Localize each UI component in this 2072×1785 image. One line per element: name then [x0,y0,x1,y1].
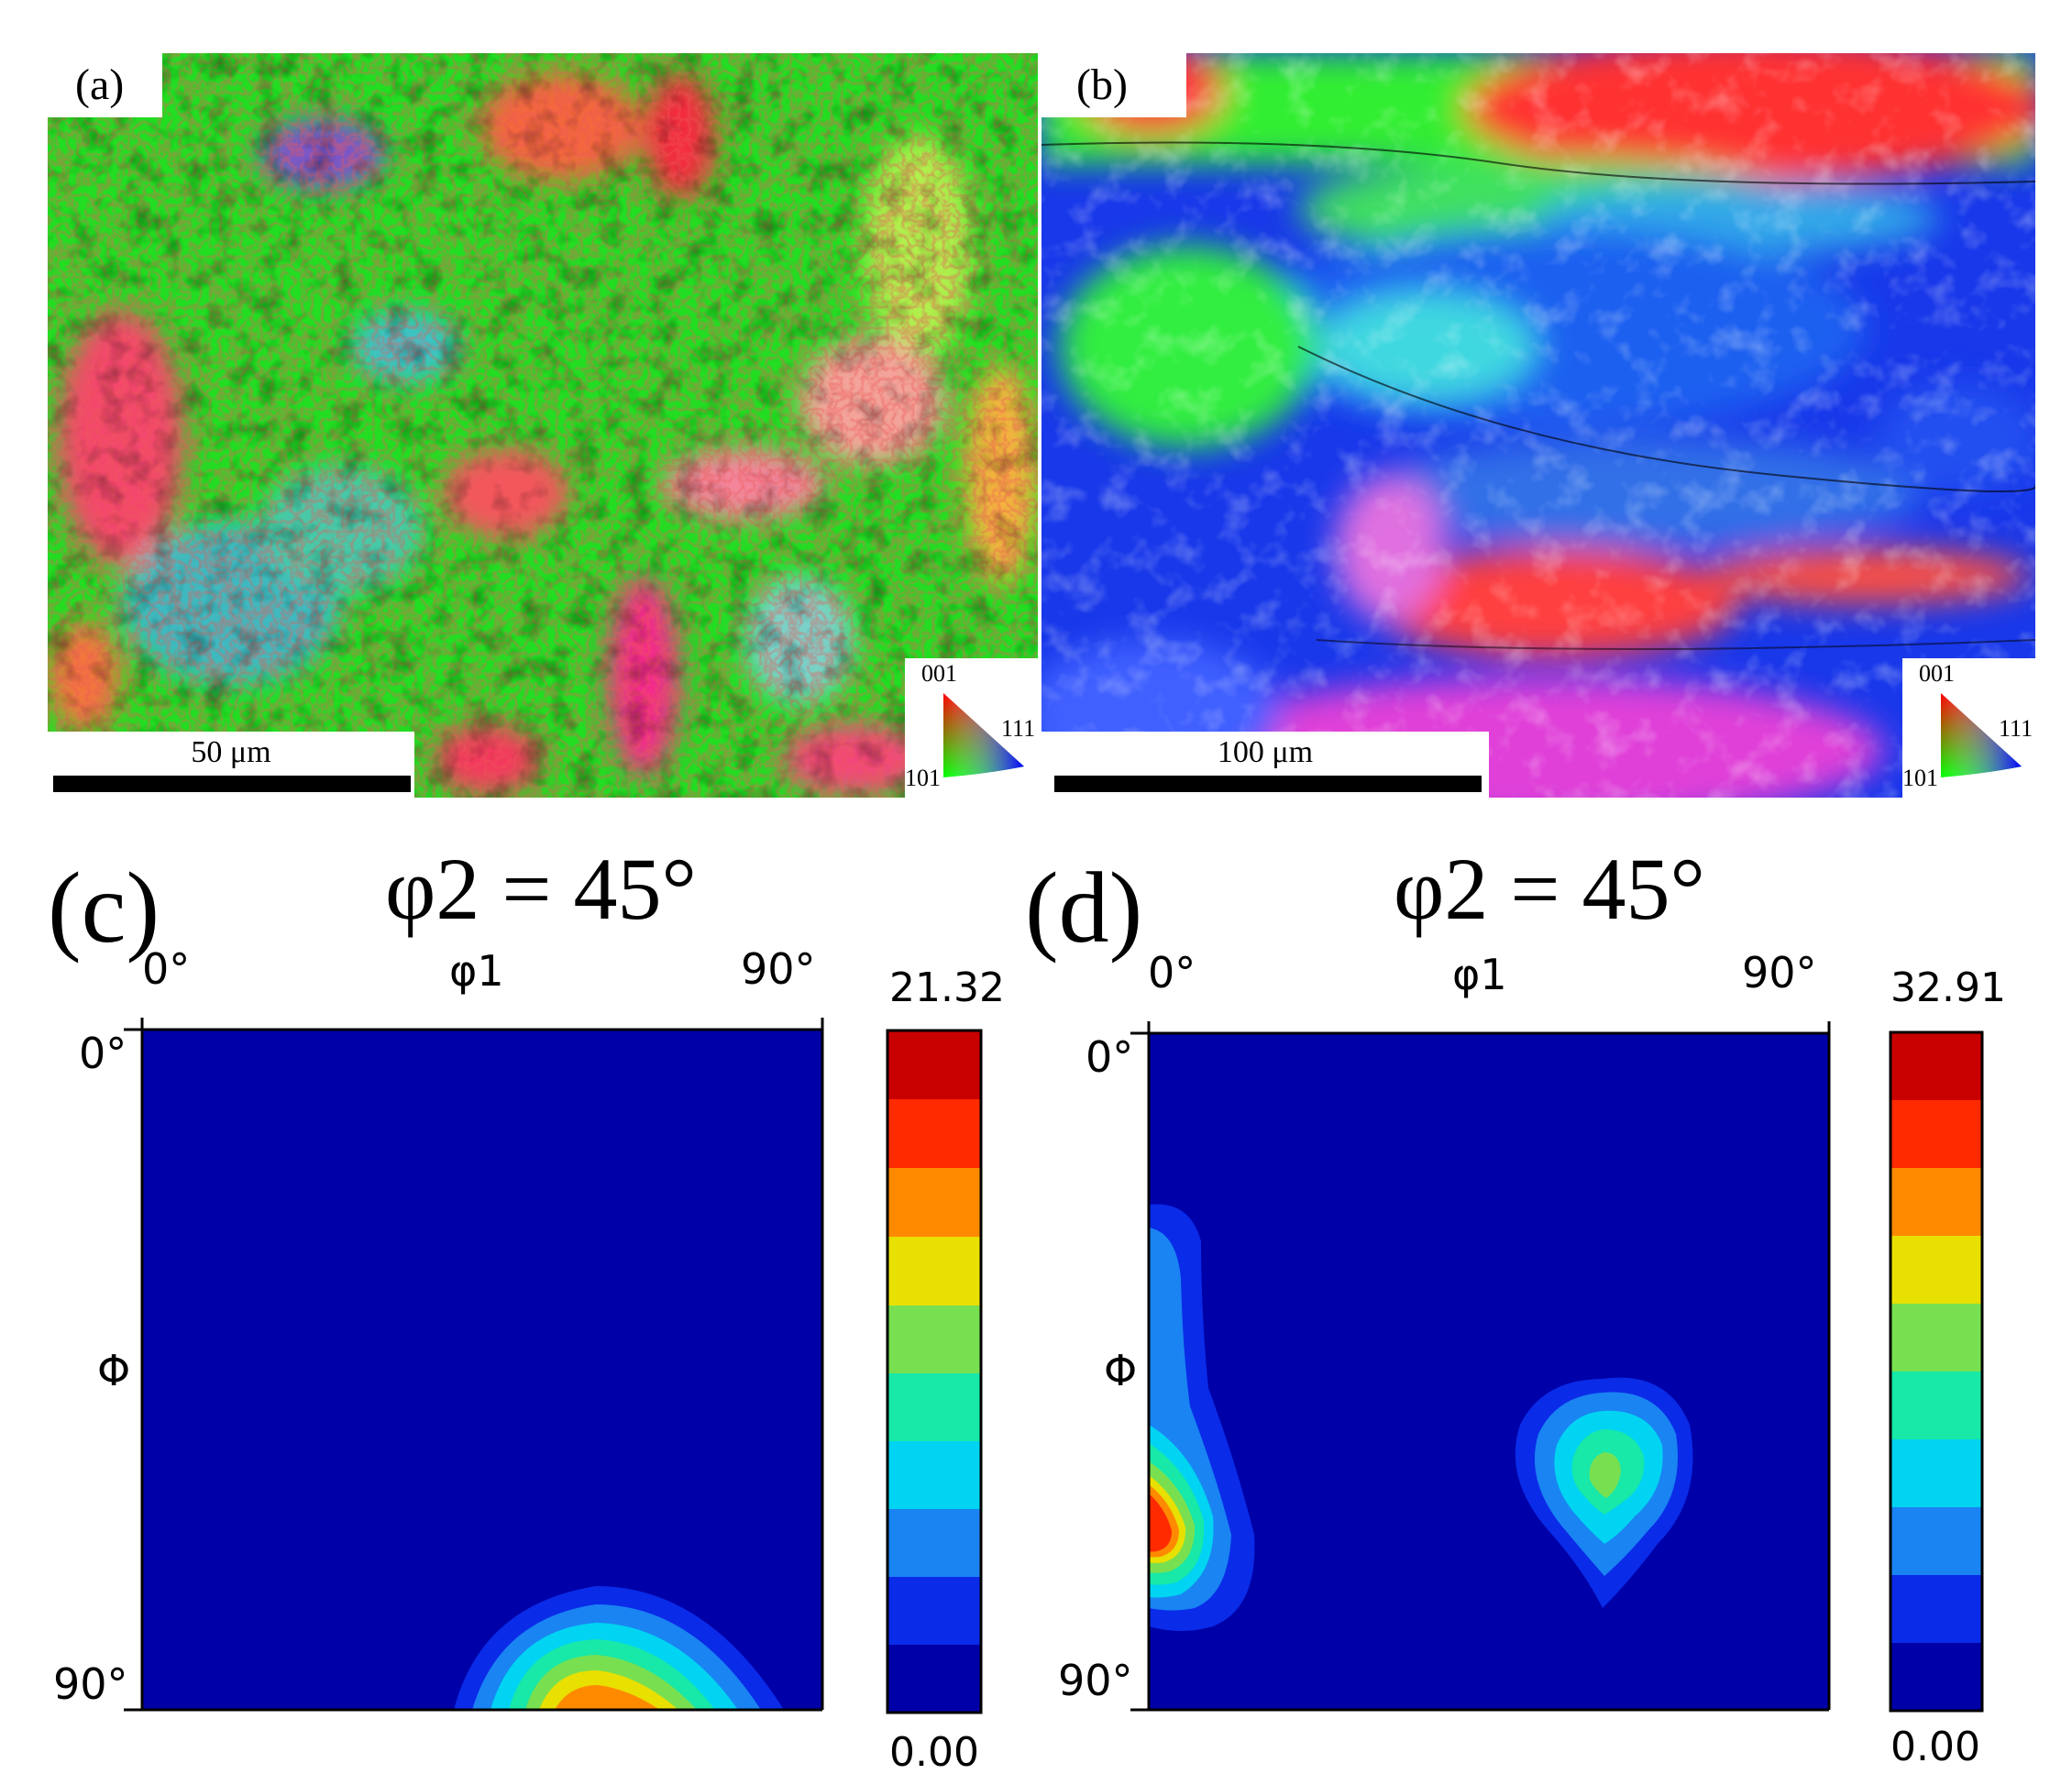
scale-bar-label-b: 100 μm [1217,735,1314,769]
odf-plot-d [1130,1021,1831,1712]
panel-label-d: (d) [1025,852,1143,964]
ipf-label-101-b: 101 [1902,765,1938,791]
colorbar-bands-d [1890,1032,1982,1711]
odf-contour-center-d [1515,1377,1693,1608]
colorbar-max-c: 21.32 [889,964,1005,1011]
ipf-orientation-map-a [48,53,1038,798]
panel-label-c: (c) [48,852,160,964]
odf-plot-area-c [142,1030,822,1710]
ipf-label-001-a: 001 [921,660,957,687]
odf-axes-c [124,1018,824,1712]
colorbar-d [1889,1030,1984,1713]
scale-bar-box-a: 50 μm [48,732,414,798]
ipf-label-111-a: 111 [1001,715,1036,742]
odf-contour-left-d [1149,1204,1255,1631]
odf-title-c: φ2 = 45° [385,840,697,938]
ipf-label-101-a: 101 [905,765,941,791]
ipf-legend-a: 001 111 101 [905,658,1038,798]
scale-bar-label-a: 50 μm [191,735,271,769]
y-tick-start-d: 0° [1086,1032,1134,1082]
scale-bar-a [53,776,411,792]
ipf-orientation-map-b [1042,53,2035,798]
panel-label-b: (b) [1042,53,1186,117]
x-tick-start-d: 0° [1148,948,1196,997]
x-tick-start-c: 0° [142,944,191,994]
y-axis-label-d: Φ [1104,1346,1138,1395]
ebsd-map-b: (b) 100 μm 001 111 101 [1042,53,2035,798]
colorbar-c [886,1029,983,1714]
ipf-triangle-b [1941,693,2022,777]
odf-contour-peak-c [454,1586,784,1710]
ipf-label-001-b: 001 [1919,660,1955,687]
y-tick-end-c: 90° [53,1659,128,1709]
odf-title-d: φ2 = 45° [1394,840,1705,938]
odf-plot-c [124,1018,824,1712]
ipf-label-111-b: 111 [1999,715,2033,742]
colorbar-bands-c [887,1030,981,1713]
odf-plot-area-d [1149,1033,1829,1710]
x-axis-label-c: φ1 [449,946,504,996]
panel-label-a: (a) [48,53,162,117]
ipf-legend-b: 001 111 101 [1902,658,2035,798]
colorbar-min-c: 0.00 [889,1729,979,1776]
x-tick-end-c: 90° [741,944,816,994]
scale-bar-b [1054,776,1482,792]
y-axis-label-c: Φ [97,1346,131,1395]
colorbar-min-d: 0.00 [1890,1724,1980,1770]
scale-bar-box-b: 100 μm [1042,732,1489,798]
y-tick-end-d: 90° [1058,1656,1133,1705]
x-tick-end-d: 90° [1742,948,1817,997]
ebsd-map-a: (a) 50 μm 001 111 101 [48,53,1038,798]
x-axis-label-d: φ1 [1452,950,1507,999]
ipf-triangle-a [943,693,1024,777]
y-tick-start-c: 0° [79,1029,127,1078]
odf-axes-d [1130,1021,1831,1712]
colorbar-max-d: 32.91 [1890,964,2006,1011]
